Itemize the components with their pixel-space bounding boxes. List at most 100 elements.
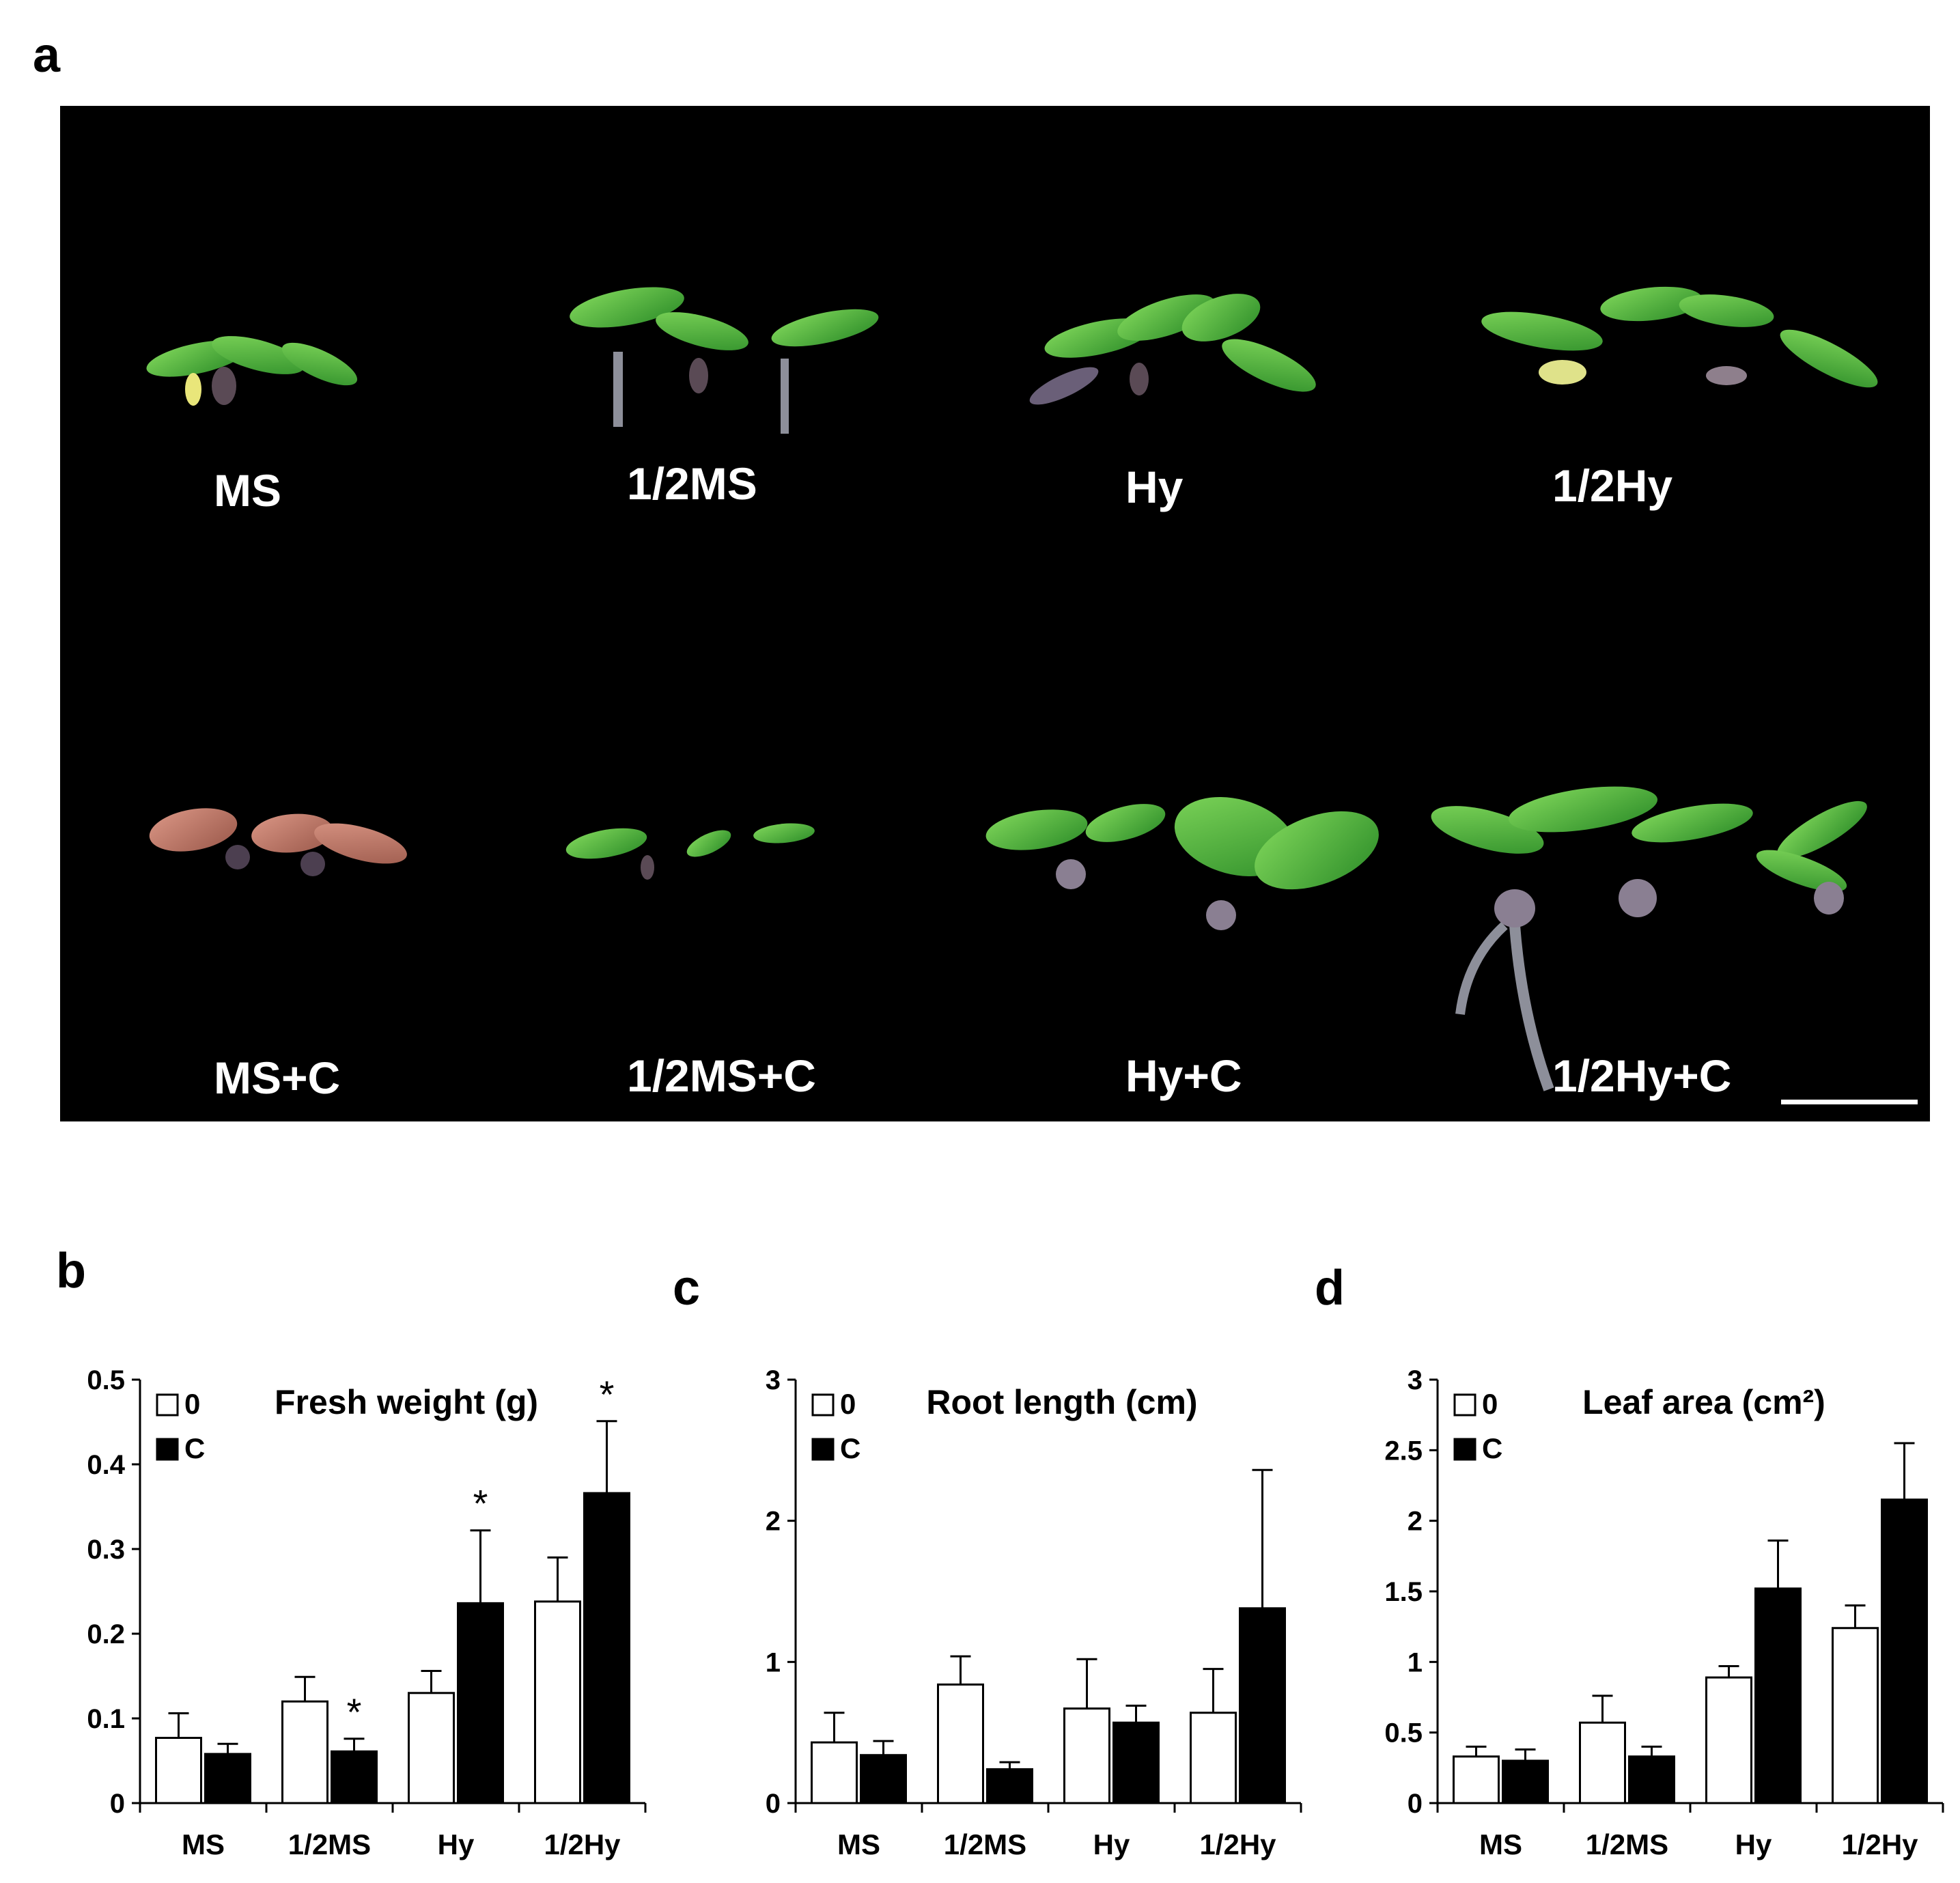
significance-marker: *: [347, 1690, 362, 1733]
bar-control-1/2Hy: [534, 1600, 581, 1804]
label-half-hy-c: 1/2Hy+C: [1552, 1050, 1732, 1101]
bar-c-Hy: [457, 1602, 504, 1804]
x-tick-label: 1/2Hy: [1841, 1828, 1918, 1860]
bar-control-MS: [155, 1737, 202, 1804]
legend-swatch-C: [811, 1438, 835, 1461]
bar-control-MS: [1453, 1755, 1500, 1804]
legend-swatch-0: [1453, 1393, 1476, 1417]
y-tick-label: 0.3: [87, 1535, 125, 1565]
label-hy-c: Hy+C: [1125, 1050, 1242, 1101]
plantlet-ms-c: [149, 808, 407, 876]
y-tick-label: 0.5: [1384, 1718, 1423, 1748]
y-tick-label: 0.1: [87, 1704, 125, 1734]
chart-svg: 0 1 2 3 MS 1/2MS Hy 1/2Hy Root length (cm) 0 C: [766, 1365, 1302, 1860]
y-tick-label: 1: [1408, 1647, 1423, 1677]
plantlet-illustration: [146, 286, 1918, 1104]
label-half-hy: 1/2Hy: [1552, 460, 1673, 511]
legend-swatch-0: [156, 1393, 179, 1417]
bar-c-Hy: [1754, 1587, 1802, 1804]
y-tick-label: 1.5: [1384, 1577, 1423, 1607]
y-tick-label: 0: [1408, 1789, 1423, 1819]
x-tick-label: 1/2Hy: [544, 1828, 621, 1860]
legend-swatch-C: [156, 1438, 179, 1461]
chart-fresh-weight: 0 0.1 0.2 0.3 0.4 0.5 MS 1/2MS Hy 1/2Hy * * * Fresh w…: [0, 1339, 649, 1878]
chart-leaf-area: 0 0.5 1 1.5 2 2.5 3 MS 1/2MS Hy 1/2Hy Leaf area (cm…: [1298, 1339, 1946, 1878]
bar-control-Hy: [1063, 1707, 1110, 1804]
plantlet-half-hy: [1481, 286, 1878, 388]
y-tick-label: 3: [1408, 1365, 1423, 1395]
chart-root-length: 0 1 2 3 MS 1/2MS Hy 1/2Hy Root length (cm) 0 C: [656, 1339, 1304, 1878]
plantlet-half-hy-c: [1431, 786, 1867, 1091]
significance-marker: *: [600, 1373, 615, 1416]
chart-title: Leaf area (cm²): [1582, 1383, 1825, 1421]
label-half-ms-c: 1/2MS+C: [627, 1050, 816, 1101]
y-tick-label: 0: [766, 1789, 781, 1819]
bar-control-Hy: [1705, 1676, 1752, 1804]
legend-label-C: C: [840, 1432, 860, 1464]
x-tick-label: 1/2MS: [944, 1828, 1026, 1860]
x-tick-label: 1/2MS: [1586, 1828, 1668, 1860]
bar-c-MS: [1502, 1759, 1549, 1804]
plantlet-ms: [146, 336, 358, 406]
plantlet-half-ms-c: [565, 823, 815, 880]
bar-control-1/2MS: [1579, 1721, 1626, 1804]
y-tick-label: 2: [766, 1507, 781, 1537]
x-tick-label: MS: [1479, 1828, 1522, 1860]
bar-control-MS: [811, 1741, 858, 1804]
chart-title: Root length (cm): [926, 1383, 1197, 1421]
bar-control-1/2Hy: [1190, 1712, 1237, 1804]
bar-c-MS: [860, 1754, 907, 1804]
bar-control-1/2MS: [281, 1700, 328, 1804]
x-tick-label: 1/2Hy: [1199, 1828, 1276, 1860]
panel-letter-c: c: [673, 1261, 701, 1315]
bar-control-1/2Hy: [1832, 1627, 1879, 1804]
legend-label-C: C: [1482, 1432, 1502, 1464]
legend-label-0: 0: [1482, 1388, 1498, 1420]
label-half-ms: 1/2MS: [627, 458, 757, 509]
panel-letter-a: a: [33, 28, 61, 83]
legend-swatch-C: [1453, 1438, 1476, 1461]
x-tick-label: MS: [837, 1828, 880, 1860]
bar-c-1/2Hy: [1881, 1498, 1928, 1804]
label-hy: Hy: [1125, 462, 1184, 512]
bar-c-MS: [204, 1753, 251, 1804]
panel-letter-d: d: [1315, 1261, 1345, 1315]
legend-label-0: 0: [184, 1388, 200, 1420]
bar-c-1/2MS: [1628, 1755, 1675, 1804]
chart-svg: 0 0.1 0.2 0.3 0.4 0.5 MS 1/2MS Hy 1/2Hy * * * Fresh w…: [87, 1365, 647, 1860]
bar-c-1/2Hy: [583, 1492, 630, 1804]
x-tick-label: MS: [182, 1828, 225, 1860]
plantlet-half-ms: [570, 287, 879, 434]
y-tick-label: 2.5: [1384, 1436, 1423, 1466]
panel-letter-b: b: [56, 1244, 86, 1298]
bar-c-1/2Hy: [1239, 1607, 1286, 1804]
y-tick-label: 0.2: [87, 1619, 125, 1649]
bar-control-Hy: [408, 1692, 455, 1804]
chart-svg: 0 0.5 1 1.5 2 2.5 3 MS 1/2MS Hy 1/2Hy Leaf area (cm…: [1384, 1365, 1944, 1860]
y-tick-label: 1: [766, 1647, 781, 1677]
legend-label-C: C: [184, 1432, 205, 1464]
bar-c-1/2MS: [331, 1750, 378, 1804]
scale-bar: [1781, 1100, 1918, 1104]
bar-c-1/2MS: [986, 1768, 1033, 1804]
legend-label-0: 0: [840, 1388, 856, 1420]
bar-c-Hy: [1112, 1721, 1160, 1804]
plantlet-photo: MS 1/2MS Hy 1/2Hy MS+C 1/2MS+C Hy+C 1/2H…: [60, 106, 1930, 1121]
x-tick-label: 1/2MS: [288, 1828, 371, 1860]
plantlet-hy: [1029, 294, 1316, 405]
significance-marker: *: [473, 1482, 488, 1525]
y-tick-label: 3: [766, 1365, 781, 1395]
plantlet-hy-c: [985, 796, 1379, 930]
bar-control-1/2MS: [937, 1683, 984, 1804]
label-ms: MS: [214, 465, 281, 516]
x-tick-label: Hy: [1735, 1828, 1772, 1860]
y-tick-label: 2: [1408, 1507, 1423, 1537]
y-tick-label: 0.4: [87, 1450, 125, 1480]
legend-swatch-0: [811, 1393, 835, 1417]
label-ms-c: MS+C: [214, 1052, 341, 1103]
y-tick-label: 0.5: [87, 1365, 125, 1395]
chart-title: Fresh weight (g): [275, 1383, 538, 1421]
x-tick-label: Hy: [438, 1828, 475, 1860]
y-tick-label: 0: [110, 1789, 125, 1819]
x-tick-label: Hy: [1093, 1828, 1130, 1860]
